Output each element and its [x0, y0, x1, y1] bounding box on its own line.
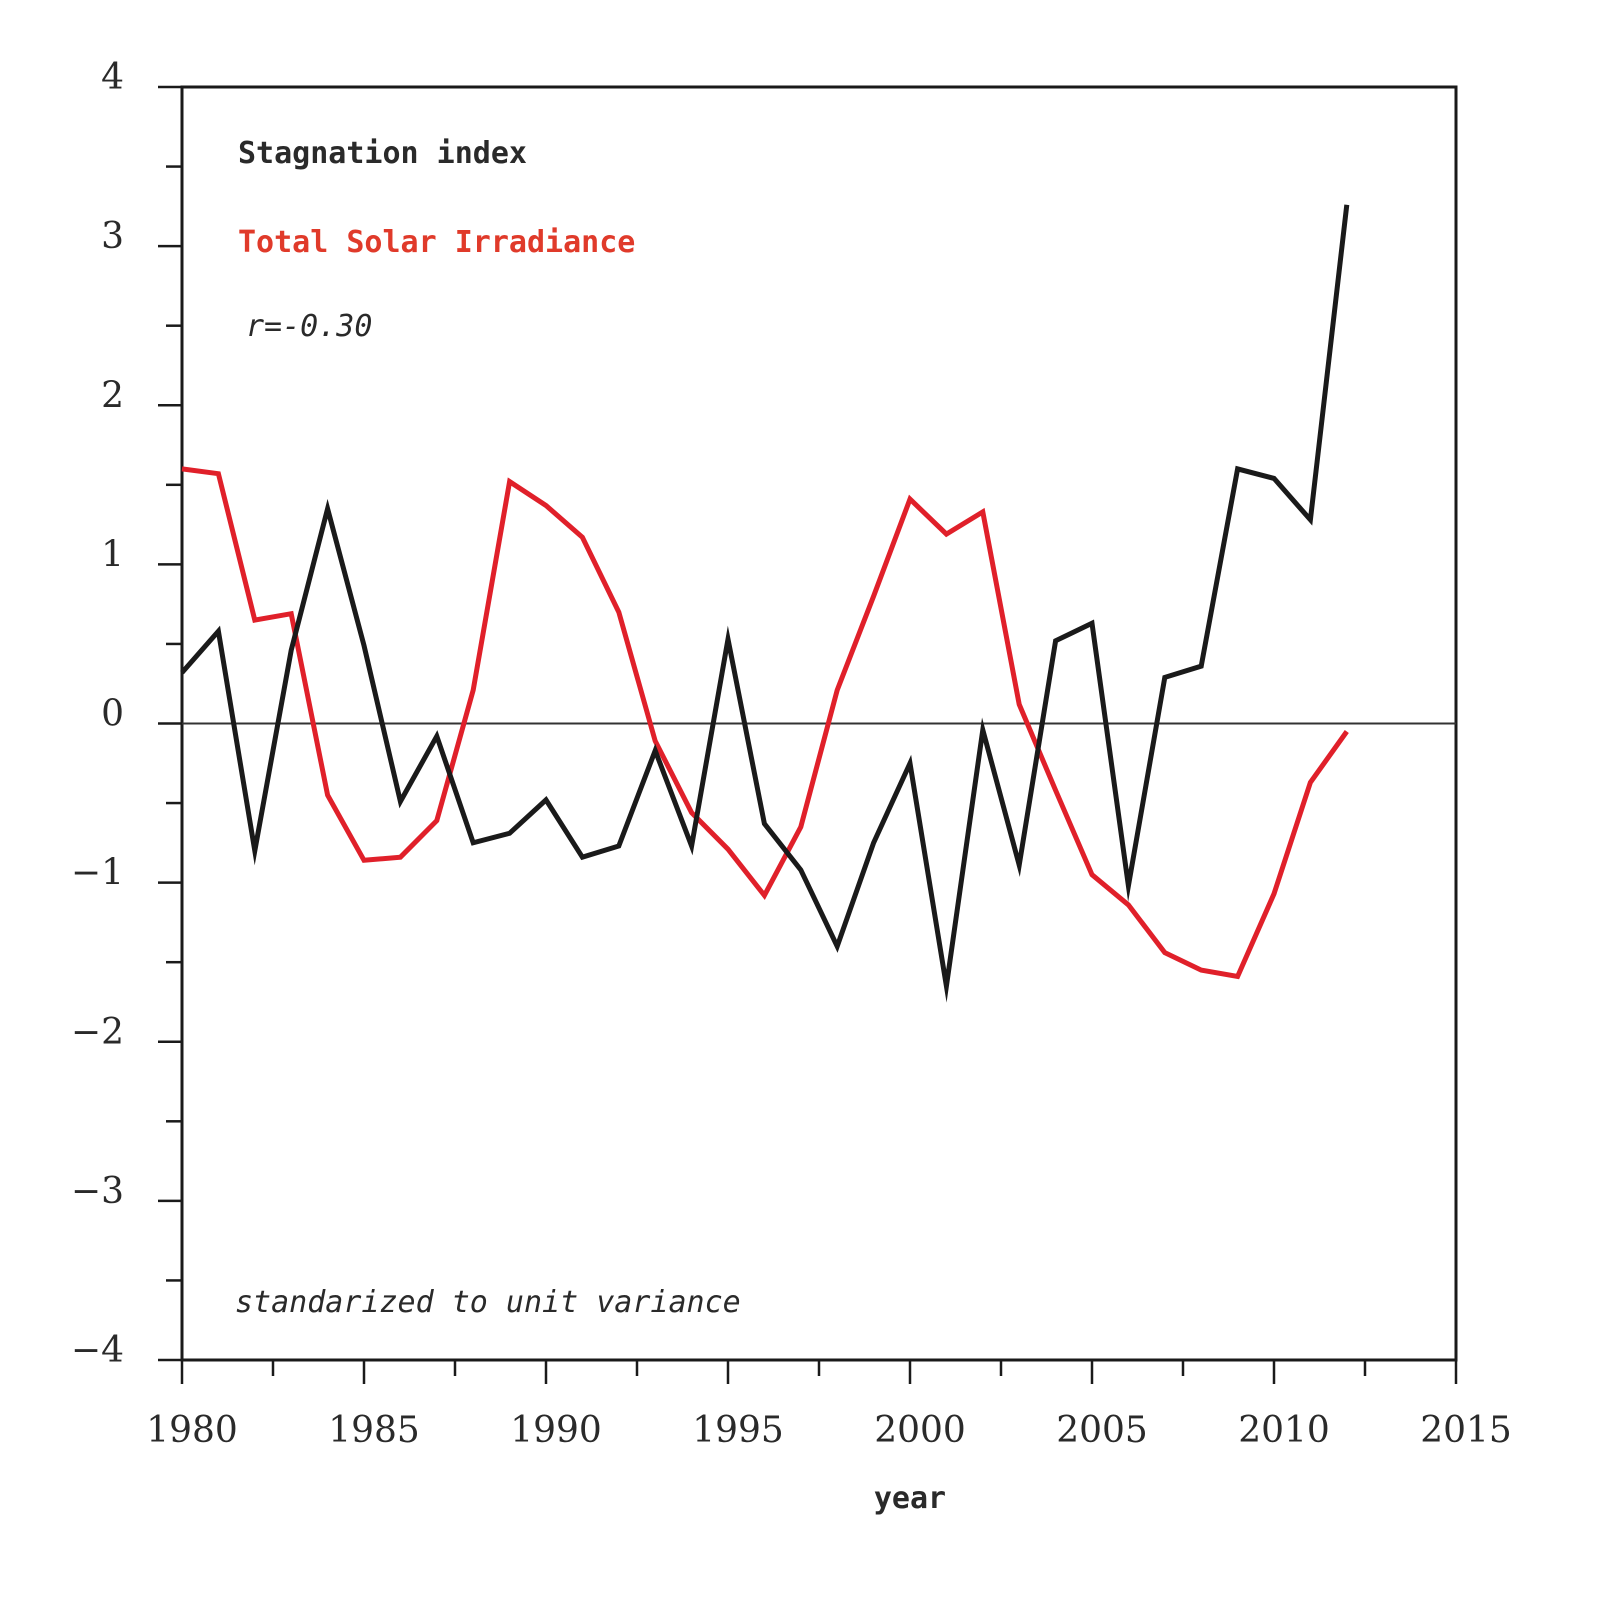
x-axis-title: year [874, 1481, 946, 1516]
y-tick-label: −4 [71, 1330, 124, 1371]
y-tick-label: 4 [101, 57, 124, 98]
axes [180, 85, 1458, 1362]
x-tick-label: 1980 [146, 1410, 238, 1451]
y-tick-label: −1 [71, 853, 124, 894]
x-tick-label: 1995 [692, 1410, 784, 1451]
variance-note: standarized to unit variance [235, 1285, 741, 1320]
y-tick-label: −2 [71, 1012, 124, 1053]
x-tick-label: 2000 [874, 1410, 966, 1451]
y-tick-label: 2 [101, 375, 124, 416]
ticks: 4 3 2 1 0 −1 −2 −3 −4 1980 1985 1990 1995 2000 2005 201… [71, 57, 1512, 1451]
series-lines [180, 204, 1350, 1003]
legend-total-solar-irradiance: Total Solar Irradiance [238, 225, 635, 260]
x-tick-label: 2015 [1420, 1410, 1512, 1451]
y-tick-label: 3 [101, 216, 124, 257]
x-tick-label: 2005 [1056, 1410, 1148, 1451]
legend-stagnation-index: Stagnation index [238, 136, 527, 171]
y-tick-label: 0 [101, 694, 124, 735]
y-tick-label: −3 [71, 1171, 124, 1212]
x-tick-label: 2010 [1238, 1410, 1330, 1451]
y-tick-label: 1 [101, 534, 124, 575]
correlation-annotation: r=-0.30 [246, 309, 372, 344]
x-tick-label: 1985 [328, 1410, 420, 1451]
x-tick-label: 1990 [510, 1410, 602, 1451]
